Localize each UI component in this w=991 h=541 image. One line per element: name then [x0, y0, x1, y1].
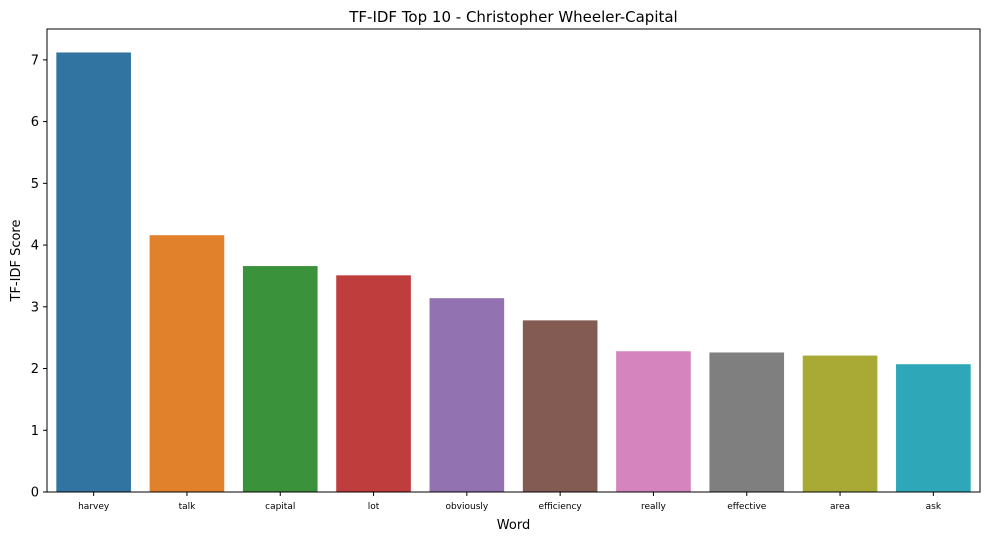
bar-effective	[709, 352, 785, 492]
bar-obviously	[429, 298, 505, 492]
x-tick-label: really	[641, 502, 667, 512]
y-tick-label: 3	[31, 300, 39, 315]
x-tick-label: talk	[179, 502, 197, 512]
x-tick-label: capital	[265, 502, 295, 512]
chart-title: TF-IDF Top 10 - Christopher Wheeler-Capi…	[348, 8, 677, 26]
x-tick-label: area	[830, 502, 850, 512]
bar-efficiency	[522, 320, 598, 492]
y-tick-label: 0	[31, 486, 39, 501]
bar-really	[616, 351, 691, 492]
bar-capital	[242, 266, 318, 492]
y-tick-label: 1	[31, 424, 39, 439]
y-tick-label: 2	[31, 362, 39, 377]
x-tick-label: efficiency	[539, 502, 583, 512]
bars-group	[56, 52, 971, 493]
bar-talk	[149, 235, 225, 492]
bar-ask	[896, 364, 971, 492]
x-tick-label: ask	[926, 502, 942, 512]
y-tick-label: 4	[31, 239, 39, 254]
y-axis-label: TF-IDF Score	[9, 220, 24, 303]
x-tick-label: lot	[368, 502, 380, 512]
x-axis-label: Word	[497, 518, 530, 533]
y-tick-label: 5	[31, 177, 39, 192]
y-ticks-group: 0 1 2 3 4 5 6 7	[31, 53, 47, 501]
x-tick-label: harvey	[78, 502, 110, 512]
bar-area	[802, 355, 878, 492]
x-ticks-group: harvey talk capital lot obviously efficiency r…	[78, 492, 942, 512]
plot-frame	[46, 28, 981, 493]
x-tick-label: effective	[727, 502, 767, 512]
y-tick-label: 7	[31, 53, 39, 68]
x-tick-label: obviously	[445, 502, 488, 512]
bar-lot	[336, 275, 411, 492]
bar-harvey	[56, 52, 131, 493]
y-tick-label: 6	[31, 115, 39, 130]
